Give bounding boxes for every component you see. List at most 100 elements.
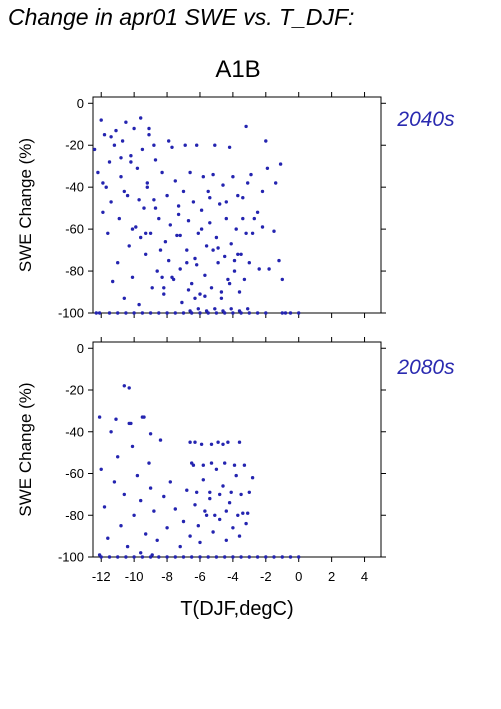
data-point: [157, 311, 161, 315]
data-point: [181, 311, 186, 315]
data-point: [180, 300, 184, 305]
data-point: [278, 162, 283, 166]
data-point: [132, 513, 136, 517]
data-point: [223, 555, 227, 559]
x-tick-label: -6: [194, 569, 206, 584]
data-point: [246, 307, 250, 311]
data-point: [246, 181, 250, 185]
data-point: [196, 524, 200, 528]
data-point: [297, 311, 301, 315]
data-point: [178, 267, 182, 271]
data-point: [153, 206, 158, 210]
data-point: [130, 227, 135, 231]
data-point: [178, 544, 182, 549]
data-point: [283, 311, 288, 315]
data-point: [148, 486, 153, 490]
data-point: [188, 170, 192, 175]
data-point: [227, 145, 232, 149]
data-point: [165, 311, 169, 315]
data-point: [231, 526, 235, 530]
data-point: [237, 309, 242, 313]
data-point: [237, 440, 242, 444]
data-point: [191, 463, 196, 467]
data-point: [224, 216, 228, 221]
data-point: [119, 175, 123, 179]
data-point: [280, 311, 284, 315]
x-tick-label: -4: [227, 569, 239, 584]
data-point: [117, 216, 122, 221]
data-point: [201, 463, 205, 467]
data-point: [223, 254, 227, 259]
data-point: [155, 269, 159, 273]
data-point: [208, 490, 212, 494]
data-point: [221, 183, 225, 187]
data-point: [102, 133, 107, 137]
y-axis-title: SWE Change (%): [16, 138, 35, 272]
data-point: [260, 225, 265, 229]
data-point: [198, 555, 202, 559]
data-point: [297, 555, 301, 559]
data-point: [122, 492, 127, 497]
data-point: [168, 223, 172, 227]
data-point: [203, 294, 207, 298]
data-point: [106, 536, 110, 540]
data-point: [223, 461, 227, 465]
data-point: [135, 473, 140, 478]
data-point: [165, 193, 169, 198]
data-point: [204, 309, 209, 313]
data-point: [232, 258, 237, 263]
data-point: [224, 200, 228, 204]
data-point: [239, 555, 243, 559]
data-point: [181, 189, 186, 194]
data-point: [224, 538, 228, 542]
data-point: [153, 158, 158, 162]
y-tick-label: -60: [65, 466, 84, 481]
data-point: [160, 170, 164, 175]
x-tick-label: -12: [92, 569, 111, 584]
data-point: [247, 261, 251, 265]
data-point: [165, 526, 169, 530]
data-point: [247, 555, 251, 559]
plot-frame-2080s: [92, 341, 382, 558]
data-point: [198, 311, 202, 315]
data-point: [170, 275, 174, 279]
data-point: [199, 227, 204, 231]
data-point: [129, 160, 133, 164]
x-tick-label: -10: [125, 569, 144, 584]
data-point: [227, 281, 232, 286]
scenario-title: A1B: [215, 56, 261, 83]
data-point: [140, 555, 145, 559]
y-tick-label: -100: [58, 306, 84, 321]
data-point: [109, 430, 113, 434]
data-point: [231, 175, 235, 179]
data-point: [129, 154, 133, 158]
data-point: [148, 311, 153, 315]
data-point: [107, 160, 112, 164]
data-point: [272, 555, 276, 559]
data-point: [211, 248, 215, 252]
data-point: [221, 442, 225, 446]
data-point: [218, 517, 222, 522]
data-point: [139, 551, 143, 555]
y-tick-label: -20: [65, 138, 84, 153]
data-point: [162, 286, 166, 290]
data-point: [213, 143, 217, 147]
data-point: [160, 275, 164, 279]
data-point: [229, 490, 233, 494]
data-point: [144, 231, 148, 235]
data-point: [219, 296, 224, 300]
data-point: [255, 311, 260, 315]
data-point: [132, 311, 136, 315]
data-point: [242, 277, 247, 282]
data-point: [236, 513, 240, 517]
data-point: [173, 179, 177, 183]
data-point: [227, 501, 232, 505]
data-point: [218, 492, 222, 497]
data-point: [140, 147, 145, 152]
data-point: [214, 311, 219, 315]
data-point: [101, 210, 105, 214]
data-point: [242, 463, 247, 467]
data-point: [193, 296, 197, 300]
data-point: [109, 200, 113, 204]
data-point: [148, 231, 153, 235]
